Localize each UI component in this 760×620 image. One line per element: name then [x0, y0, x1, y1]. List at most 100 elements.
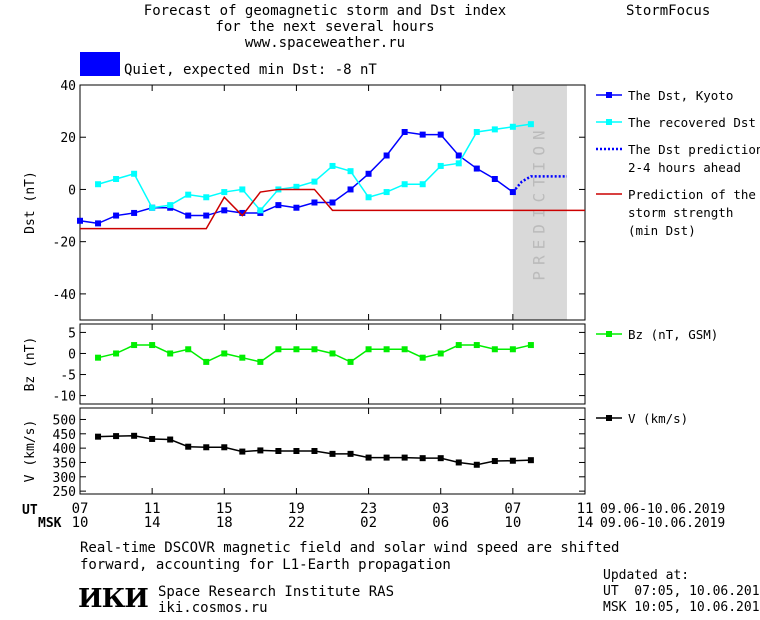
data-point: [455, 152, 462, 159]
data-point: [185, 212, 192, 219]
panel-frame: [79, 84, 586, 321]
data-point: [473, 165, 480, 172]
footer-note-line1: Real-time DSCOVR magnetic field and sola…: [80, 540, 620, 556]
ut-tick-label: 11: [144, 501, 161, 517]
msk-axis-label: MSK: [38, 516, 62, 531]
data-point: [401, 129, 408, 135]
msk-tick-label: 06: [432, 515, 449, 531]
data-point: [509, 346, 516, 353]
chart-subtitle: for the next several hours: [215, 19, 435, 35]
data-point: [455, 160, 462, 167]
data-point: [131, 209, 138, 216]
data-point: [329, 199, 336, 206]
data-point: [473, 342, 480, 349]
legend-label: V (km/s): [628, 411, 688, 426]
data-point: [185, 443, 192, 450]
data-point: [167, 202, 174, 209]
legend-label: Prediction of the: [628, 187, 756, 202]
data-point: [401, 346, 408, 353]
data-point: [95, 181, 102, 188]
data-point: [419, 354, 426, 361]
data-point: [167, 350, 174, 357]
legend-marker: [606, 415, 612, 421]
data-point: [95, 220, 102, 227]
data-point: [221, 207, 228, 214]
data-point: [131, 170, 138, 177]
data-point: [347, 358, 354, 365]
brand-name: StormFocus: [626, 3, 711, 19]
data-point: [383, 346, 390, 353]
legend-label: The Dst, Kyoto: [628, 88, 733, 103]
data-point: [527, 342, 534, 349]
data-point: [419, 131, 426, 138]
data-point: [347, 168, 354, 175]
iki-logo: ИКИ: [78, 584, 149, 614]
data-point: [113, 433, 120, 440]
y-tick-label: 20: [60, 131, 76, 146]
data-point: [293, 346, 300, 353]
y-axis-label: Dst (nT): [23, 171, 38, 234]
data-point: [293, 183, 300, 190]
data-point: [437, 455, 444, 462]
y-tick-label: 0: [68, 183, 76, 198]
data-point: [473, 461, 480, 468]
data-point: [185, 191, 192, 198]
data-point: [311, 178, 318, 185]
status-color-swatch: [80, 52, 120, 76]
data-point: [527, 457, 534, 464]
data-point: [293, 204, 300, 211]
panel-frame: [79, 407, 586, 495]
data-point: [77, 217, 83, 224]
data-point: [257, 207, 264, 214]
legend-marker: [606, 119, 612, 125]
ut-tick-label: 19: [288, 501, 305, 517]
data-point: [491, 458, 498, 465]
data-point: [221, 444, 228, 451]
ut-tick-label: 11: [577, 501, 594, 517]
data-point: [257, 358, 264, 365]
msk-tick-label: 14: [144, 515, 161, 531]
data-point: [383, 152, 390, 159]
data-point: [365, 346, 372, 353]
data-point: [509, 123, 516, 130]
y-tick-label: 500: [53, 413, 76, 428]
y-tick-label: -20: [53, 236, 76, 251]
msk-tick-label: 14: [577, 515, 594, 531]
data-point: [311, 448, 318, 454]
ut-tick-label: 07: [504, 501, 521, 517]
data-point: [275, 202, 282, 209]
data-point: [239, 209, 246, 216]
data-point: [347, 186, 354, 193]
prediction-band: [512, 85, 567, 320]
legend-label: 2-4 hours ahead: [628, 160, 741, 175]
data-point: [311, 199, 318, 206]
institute-name: Space Research Institute RAS: [158, 584, 395, 600]
ut-tick-label: 15: [216, 501, 233, 517]
y-tick-label: 0: [68, 347, 76, 362]
series-line: [80, 188, 585, 230]
institute-url[interactable]: iki.cosmos.ru: [158, 600, 268, 616]
msk-tick-label: 22: [288, 515, 305, 531]
data-point: [149, 204, 156, 211]
data-point: [149, 435, 156, 442]
data-point: [491, 346, 498, 353]
y-tick-label: 40: [60, 79, 76, 94]
source-url[interactable]: www.spaceweather.ru: [244, 35, 406, 51]
msk-date-range: 09.06-10.06.2019: [600, 516, 725, 531]
data-point: [419, 181, 426, 188]
footer-note-line2: forward, accounting for L1-Earth propaga…: [80, 557, 451, 573]
panel-frame: [79, 323, 586, 405]
y-tick-label: 350: [53, 456, 76, 471]
data-point: [383, 189, 390, 196]
data-point: [203, 194, 210, 201]
y-axis-label: V (km/s): [23, 420, 38, 483]
legend-label: Bz (nT, GSM): [628, 327, 718, 342]
y-tick-label: -5: [60, 369, 76, 384]
data-point: [221, 189, 228, 196]
legend-marker: [606, 92, 612, 98]
data-point: [239, 186, 246, 193]
data-point: [275, 448, 282, 454]
ut-tick-label: 07: [72, 501, 89, 517]
data-point: [455, 342, 462, 349]
y-tick-label: -10: [53, 390, 76, 405]
